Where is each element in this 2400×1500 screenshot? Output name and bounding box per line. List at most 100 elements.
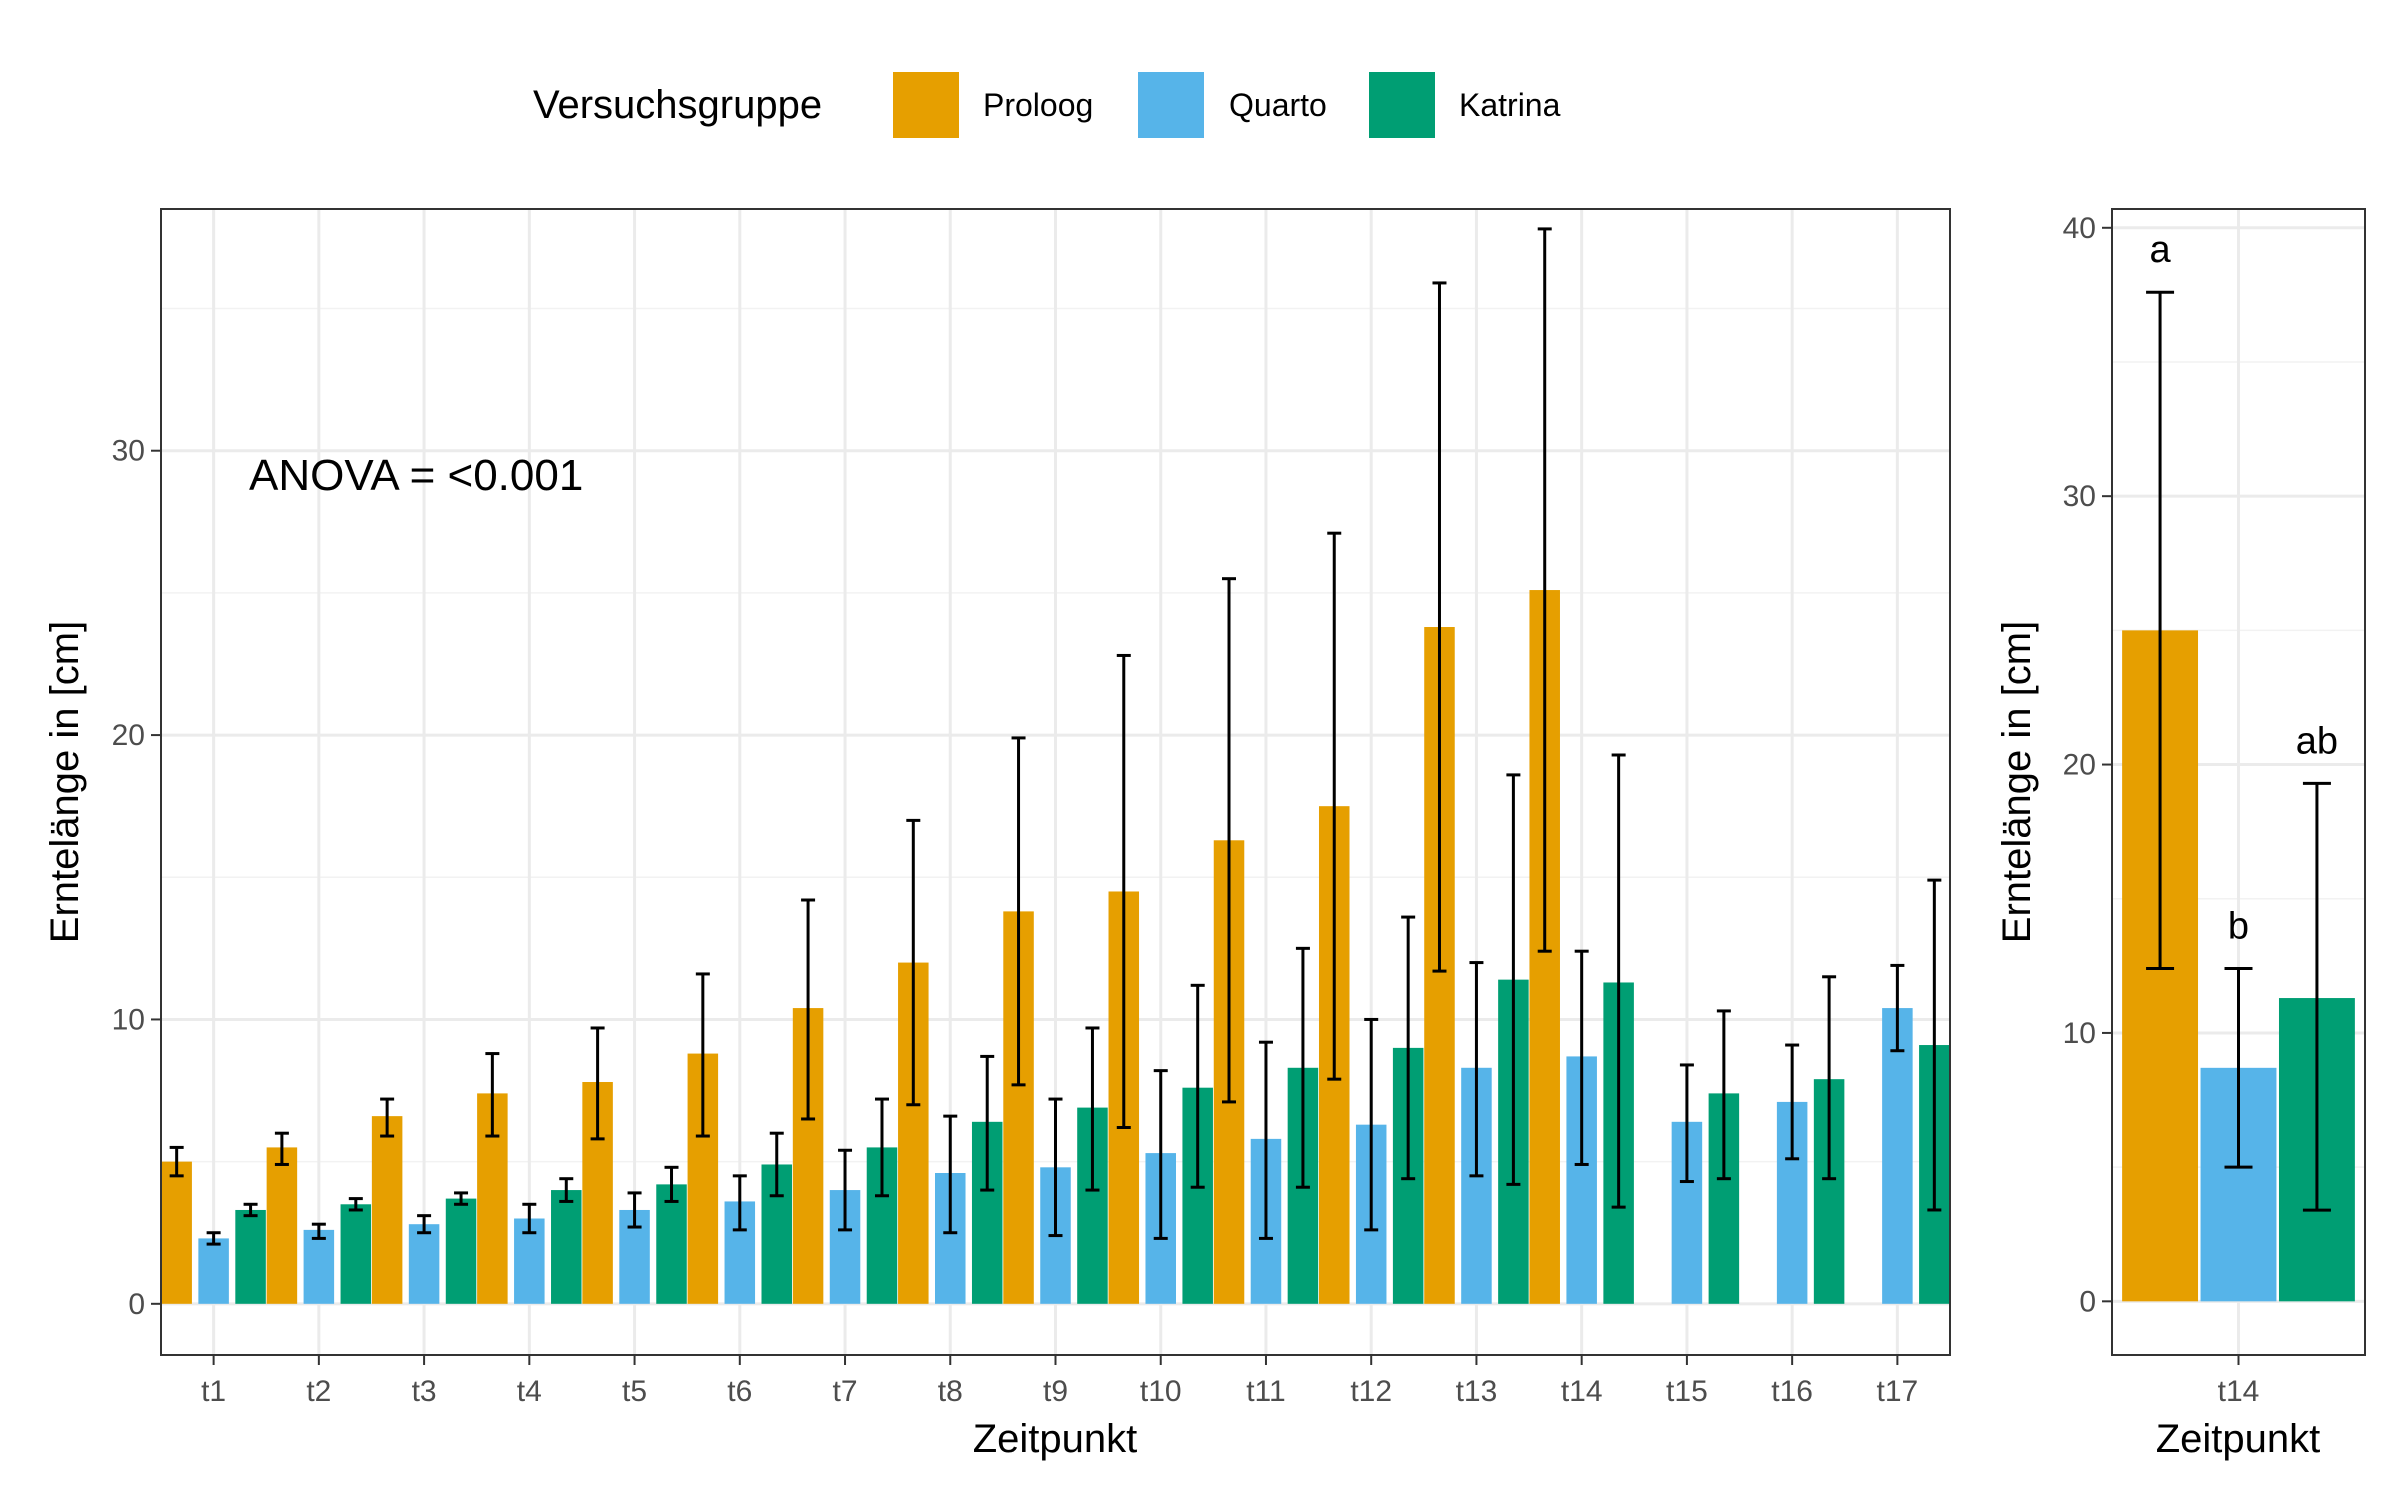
main-x-tick-label: t2 <box>306 1375 331 1408</box>
main-x-tick-label: t15 <box>1666 1375 1708 1408</box>
main-errorbar-quarto <box>1364 1017 1379 1232</box>
main-errorbar-katrina <box>769 1131 784 1198</box>
main-x-tick-label: t6 <box>727 1375 752 1408</box>
side-errorbar-katrina <box>2302 781 2331 1212</box>
main-errorbar-katrina <box>980 1054 995 1192</box>
main-errorbar-proloog <box>274 1131 289 1166</box>
side-y-tick-label: 10 <box>2063 1017 2096 1050</box>
main-errorbar-quarto <box>943 1114 958 1235</box>
main-x-tick-label: t10 <box>1140 1375 1182 1408</box>
side-x-axis: t14 <box>2218 1355 2260 1408</box>
legend-key-katrina <box>1369 72 1435 138</box>
main-errorbar-katrina <box>1295 946 1310 1189</box>
main-errorbar-katrina <box>874 1097 889 1198</box>
main-errorbar-proloog <box>1116 653 1131 1130</box>
side-y-tick-label: 20 <box>2063 749 2096 782</box>
main-errorbar-proloog <box>695 972 710 1138</box>
side-errorbars <box>2146 290 2331 1212</box>
side-errorbar-proloog <box>2146 290 2175 971</box>
main-errorbar-proloog <box>380 1097 395 1138</box>
main-x-tick-label: t16 <box>1771 1375 1813 1408</box>
main-y-tick-label: 20 <box>112 719 145 752</box>
legend-label-katrina: Katrina <box>1459 87 1561 123</box>
significance-letter-quarto: b <box>2228 906 2249 948</box>
main-errorbar-quarto <box>627 1191 642 1229</box>
main-bar-katrina <box>340 1204 372 1304</box>
main-errorbar-proloog <box>801 898 816 1121</box>
main-errorbar-quarto <box>1258 1040 1273 1240</box>
side-y-tick-label: 0 <box>2079 1285 2096 1318</box>
main-errorbar-katrina <box>559 1177 574 1203</box>
main-errorbar-proloog <box>169 1145 184 1178</box>
legend-label-proloog: Proloog <box>983 87 1093 123</box>
main-bar-quarto <box>1882 1008 1913 1304</box>
side-x-axis-title: Zeitpunkt <box>2156 1417 2321 1461</box>
main-errorbar-quarto <box>838 1148 853 1232</box>
main-errorbar-quarto <box>417 1214 432 1235</box>
main-x-tick-label: t5 <box>622 1375 647 1408</box>
main-bar-proloog <box>266 1147 298 1304</box>
main-errorbar-proloog <box>1432 281 1447 973</box>
main-errorbar-katrina <box>348 1197 363 1212</box>
main-x-tick-label: t4 <box>517 1375 542 1408</box>
main-x-axis-title: Zeitpunkt <box>973 1417 1138 1461</box>
main-errorbar-proloog <box>485 1052 500 1138</box>
main-y-tick-label: 10 <box>112 1003 145 1036</box>
side-y-tick-label: 30 <box>2063 480 2096 513</box>
main-errorbars <box>169 227 1942 1246</box>
main-errorbar-quarto <box>1679 1063 1694 1184</box>
main-bar-quarto <box>408 1224 440 1304</box>
main-errorbar-quarto <box>1048 1097 1063 1238</box>
main-errorbar-quarto <box>1890 963 1905 1053</box>
main-x-tick-label: t13 <box>1456 1375 1498 1408</box>
main-y-tick-label: 0 <box>128 1288 145 1321</box>
significance-letter-proloog: a <box>2149 229 2171 271</box>
main-errorbar-katrina <box>454 1191 469 1206</box>
main-errorbar-katrina <box>243 1202 258 1218</box>
legend-key-quarto <box>1138 72 1204 138</box>
main-errorbar-katrina <box>1927 878 1942 1212</box>
significance-letter-katrina: ab <box>2296 720 2338 762</box>
main-errorbar-katrina <box>664 1165 679 1203</box>
main-bar-proloog <box>161 1161 192 1304</box>
main-errorbar-quarto <box>1153 1069 1168 1240</box>
main-errorbar-quarto <box>206 1231 221 1246</box>
side-y-tick-label: 40 <box>2063 212 2096 245</box>
main-x-tick-label: t1 <box>201 1375 226 1408</box>
legend-label-quarto: Quarto <box>1229 87 1327 123</box>
main-y-axis: 0 10 20 30 <box>112 435 161 1321</box>
main-errorbar-katrina <box>1611 753 1626 1209</box>
main-x-tick-label: t11 <box>1246 1375 1285 1408</box>
main-errorbar-katrina <box>1822 975 1837 1181</box>
main-bar-katrina <box>445 1198 477 1304</box>
side-x-tick-label: t14 <box>2218 1375 2260 1408</box>
main-errorbar-katrina <box>1085 1026 1100 1192</box>
main-y-tick-label: 30 <box>112 435 145 468</box>
main-bar-katrina <box>235 1209 266 1304</box>
main-errorbar-proloog <box>1222 577 1237 1104</box>
main-errorbar-quarto <box>1785 1043 1800 1161</box>
side-y-axis: 0 10 20 30 40 <box>2063 212 2112 1318</box>
main-errorbar-proloog <box>1011 736 1026 1087</box>
main-x-tick-label: t12 <box>1350 1375 1392 1408</box>
main-bar-quarto <box>303 1229 335 1304</box>
main-errorbar-proloog <box>906 818 921 1107</box>
main-errorbar-quarto <box>522 1202 537 1235</box>
main-bar-quarto <box>198 1238 229 1304</box>
main-errorbar-katrina <box>1716 1009 1731 1181</box>
main-x-tick-label: t7 <box>833 1375 858 1408</box>
main-x-tick-label: t3 <box>412 1375 437 1408</box>
main-errorbar-quarto <box>1469 961 1484 1178</box>
legend-title: Versuchsgruppe <box>533 83 822 127</box>
main-bar-katrina <box>656 1184 687 1304</box>
legend: Versuchsgruppe Proloog Quarto Katrina <box>533 72 1561 138</box>
main-x-axis: t1 t2 t3 t4 t5 t6 t7 t8 t9 t10 t11 t12 t13 t14 t15 t16 t… <box>201 1355 1918 1408</box>
main-errorbar-quarto <box>1574 949 1589 1166</box>
main-x-tick-label: t17 <box>1877 1375 1919 1408</box>
main-errorbar-proloog <box>1327 531 1342 1081</box>
main-errorbar-quarto <box>732 1174 747 1232</box>
